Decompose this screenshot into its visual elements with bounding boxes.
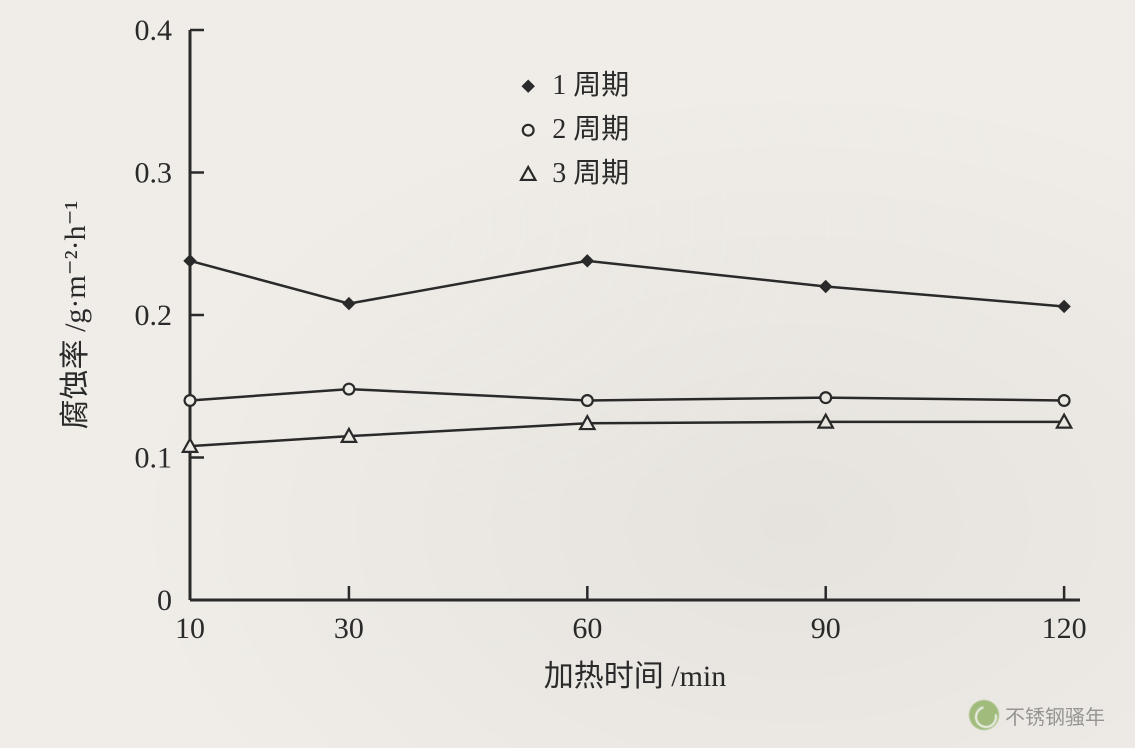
svg-text:30: 30 xyxy=(334,612,364,645)
svg-text:加热时间 /min: 加热时间 /min xyxy=(544,660,727,693)
line-chart: 0 0.1 0.2 0.3 0.4 10 30 60 90 120 加热时间 /min 腐蚀率 /g·… xyxy=(40,10,1100,710)
wechat-icon xyxy=(969,700,999,730)
svg-text:0.4: 0.4 xyxy=(135,14,173,47)
svg-text:0.3: 0.3 xyxy=(135,157,173,190)
svg-text:0.1: 0.1 xyxy=(135,442,173,475)
watermark: 不锈钢骚年 xyxy=(969,700,1105,730)
svg-text:1 周期: 1 周期 xyxy=(552,70,629,101)
svg-text:60: 60 xyxy=(572,612,602,645)
svg-text:0: 0 xyxy=(157,584,172,617)
watermark-text: 不锈钢骚年 xyxy=(1005,701,1105,730)
svg-text:腐蚀率 /g·m⁻²·h⁻¹: 腐蚀率 /g·m⁻²·h⁻¹ xyxy=(59,201,92,430)
svg-text:90: 90 xyxy=(811,612,841,645)
chart-container: 0 0.1 0.2 0.3 0.4 10 30 60 90 120 加热时间 /min 腐蚀率 /g·… xyxy=(40,10,1100,710)
svg-text:2 周期: 2 周期 xyxy=(552,114,629,145)
svg-text:10: 10 xyxy=(175,612,205,645)
svg-text:3 周期: 3 周期 xyxy=(552,158,629,189)
svg-text:120: 120 xyxy=(1042,612,1087,645)
svg-text:0.2: 0.2 xyxy=(135,299,173,332)
